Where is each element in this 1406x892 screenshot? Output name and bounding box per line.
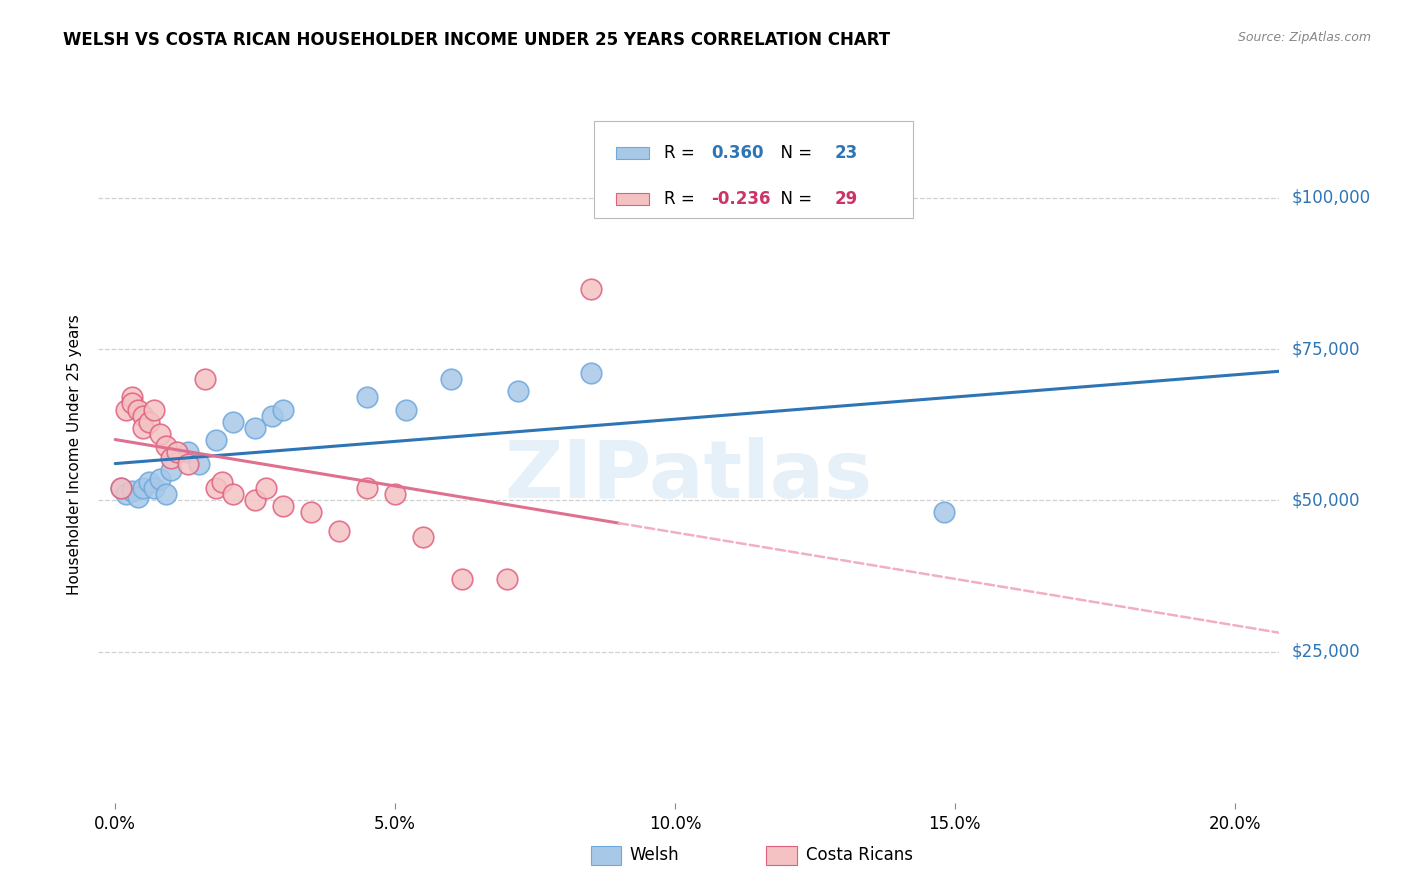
Point [222,487,245,501]
Bar [616,147,650,159]
Point [138,415,160,429]
Point [143,481,166,495]
Point [194,372,217,386]
Point [127,490,149,504]
Point [254,481,277,495]
Text: ZIPatlas: ZIPatlas [505,437,873,515]
Point [149,426,172,441]
Text: Costa Ricans: Costa Ricans [806,847,912,864]
Point [271,500,294,514]
Point [121,484,143,499]
Y-axis label: Householder Income Under 25 years: Householder Income Under 25 years [67,315,83,595]
Point [932,505,955,519]
Point [121,391,143,405]
Text: $100,000: $100,000 [1291,189,1371,207]
Text: -0.236: -0.236 [711,190,770,208]
Point [496,572,519,586]
Text: Welsh: Welsh [630,847,679,864]
Text: N =: N = [770,190,817,208]
Point [110,481,132,495]
Point [177,457,200,471]
Text: R =: R = [664,190,700,208]
Point [356,481,378,495]
Point [132,481,155,495]
Point [211,475,233,490]
Point [143,402,166,417]
Point [166,445,188,459]
Point [160,463,183,477]
Point [384,487,406,501]
Point [579,281,602,295]
Point [160,450,183,465]
Text: Source: ZipAtlas.com: Source: ZipAtlas.com [1237,31,1371,45]
Point [110,481,132,495]
Point [138,475,160,490]
Point [177,445,200,459]
Bar [616,193,650,205]
Point [356,391,378,405]
Text: N =: N = [770,145,817,162]
Point [121,396,143,410]
Point [328,524,350,538]
Point [440,372,463,386]
Bar [595,121,914,219]
Text: $75,000: $75,000 [1291,340,1360,358]
Point [243,420,266,434]
Point [155,439,177,453]
Point [132,409,155,423]
Point [205,481,228,495]
Point [508,384,530,399]
Text: 0.360: 0.360 [711,145,763,162]
Text: R =: R = [664,145,700,162]
Point [132,420,155,434]
Point [260,409,283,423]
Point [299,505,322,519]
Point [395,402,418,417]
Text: 23: 23 [835,145,858,162]
Text: $50,000: $50,000 [1291,491,1360,509]
Point [579,366,602,380]
Text: $25,000: $25,000 [1291,642,1360,661]
Point [271,402,294,417]
Text: 29: 29 [835,190,858,208]
Point [412,530,434,544]
Point [155,487,177,501]
Point [451,572,474,586]
Point [149,472,172,486]
Point [115,402,138,417]
Point [115,487,138,501]
Point [188,457,211,471]
Point [243,493,266,508]
Text: WELSH VS COSTA RICAN HOUSEHOLDER INCOME UNDER 25 YEARS CORRELATION CHART: WELSH VS COSTA RICAN HOUSEHOLDER INCOME … [63,31,890,49]
Point [222,415,245,429]
Point [205,433,228,447]
Point [127,402,149,417]
